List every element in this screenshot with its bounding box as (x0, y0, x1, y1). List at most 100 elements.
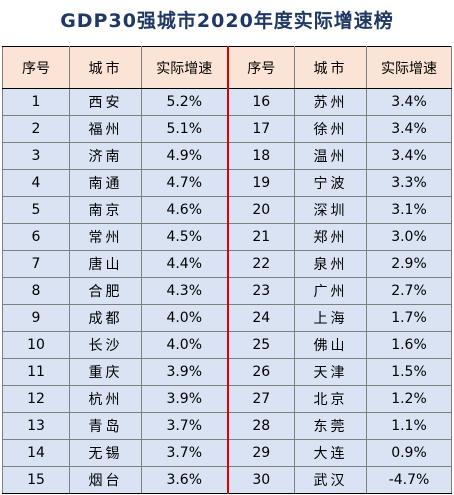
rank-cell: 18 (226, 142, 295, 170)
city-cell: 温州 (294, 142, 367, 170)
growth-cell: 4.0% (141, 304, 228, 332)
table-row: 3 济南 4.9% 18 温州 3.4% (2, 142, 452, 170)
growth-cell: 1.7% (366, 304, 452, 332)
rank-cell: 24 (226, 304, 295, 332)
header-growth: 实际增速 (366, 46, 452, 89)
growth-cell: 1.6% (366, 331, 452, 359)
city-cell: 无锡 (69, 439, 142, 467)
rank-cell: 28 (226, 412, 295, 440)
city-cell: 苏州 (294, 88, 367, 116)
city-cell: 南京 (69, 196, 142, 224)
table-row: 5 南京 4.6% 20 深圳 3.1% (2, 196, 452, 224)
rank-cell: 1 (2, 88, 70, 116)
city-cell: 天津 (294, 358, 367, 386)
growth-cell: 0.9% (366, 439, 452, 467)
city-cell: 泉州 (294, 250, 367, 278)
table-row: 12 杭州 3.9% 27 北京 1.2% (2, 385, 452, 413)
rank-cell: 4 (2, 169, 70, 197)
rank-cell: 11 (2, 358, 70, 386)
city-cell: 佛山 (294, 331, 367, 359)
growth-cell: 2.7% (366, 277, 452, 305)
city-cell: 深圳 (294, 196, 367, 224)
header-rank: 序号 (226, 46, 295, 89)
growth-cell: 3.1% (366, 196, 452, 224)
table-header-row: 序号 城市 实际增速 序号 城市 实际增速 (2, 46, 452, 89)
rank-cell: 26 (226, 358, 295, 386)
header-rank: 序号 (2, 46, 70, 89)
table-row: 13 青岛 3.7% 28 东莞 1.1% (2, 412, 452, 440)
growth-cell: 3.4% (366, 142, 452, 170)
city-cell: 西安 (69, 88, 142, 116)
header-city: 城市 (294, 46, 367, 89)
table-row: 1 西安 5.2% 16 苏州 3.4% (2, 88, 452, 116)
rank-cell: 17 (226, 115, 295, 143)
rank-cell: 29 (226, 439, 295, 467)
table-row: 9 成都 4.0% 24 上海 1.7% (2, 304, 452, 332)
growth-cell: -4.7% (366, 466, 452, 494)
growth-cell: 4.6% (141, 196, 228, 224)
table-row: 10 长沙 4.0% 25 佛山 1.6% (2, 331, 452, 359)
table-row: 15 烟台 3.6% 30 武汉 -4.7% (2, 466, 452, 494)
city-cell: 大连 (294, 439, 367, 467)
growth-cell: 4.3% (141, 277, 228, 305)
growth-cell: 4.5% (141, 223, 228, 251)
rank-cell: 25 (226, 331, 295, 359)
city-cell: 宁波 (294, 169, 367, 197)
header-growth: 实际增速 (141, 46, 228, 89)
rank-cell: 20 (226, 196, 295, 224)
rank-cell: 16 (226, 88, 295, 116)
growth-cell: 3.7% (141, 439, 228, 467)
header-city: 城市 (69, 46, 142, 89)
growth-cell: 3.9% (141, 358, 228, 386)
city-cell: 福州 (69, 115, 142, 143)
rank-cell: 10 (2, 331, 70, 359)
city-cell: 杭州 (69, 385, 142, 413)
table-row: 2 福州 5.1% 17 徐州 3.4% (2, 115, 452, 143)
table-row: 6 常州 4.5% 21 郑州 3.0% (2, 223, 452, 251)
growth-cell: 3.4% (366, 115, 452, 143)
rank-cell: 23 (226, 277, 295, 305)
growth-cell: 4.7% (141, 169, 228, 197)
rank-cell: 5 (2, 196, 70, 224)
table-row: 4 南通 4.7% 19 宁波 3.3% (2, 169, 452, 197)
growth-cell: 3.4% (366, 88, 452, 116)
rank-cell: 14 (2, 439, 70, 467)
rank-cell: 13 (2, 412, 70, 440)
city-cell: 烟台 (69, 466, 142, 494)
growth-cell: 3.3% (366, 169, 452, 197)
rank-cell: 12 (2, 385, 70, 413)
city-cell: 东莞 (294, 412, 367, 440)
city-cell: 常州 (69, 223, 142, 251)
table-row: 11 重庆 3.9% 26 天津 1.5% (2, 358, 452, 386)
growth-cell: 3.7% (141, 412, 228, 440)
city-cell: 济南 (69, 142, 142, 170)
page-title: GDP30强城市2020年度实际增速榜 (60, 10, 394, 32)
growth-cell: 3.9% (141, 385, 228, 413)
table-row: 8 合肥 4.3% 23 广州 2.7% (2, 277, 452, 305)
city-cell: 上海 (294, 304, 367, 332)
growth-cell: 4.4% (141, 250, 228, 278)
city-cell: 广州 (294, 277, 367, 305)
rank-cell: 15 (2, 466, 70, 494)
rank-cell: 6 (2, 223, 70, 251)
city-cell: 合肥 (69, 277, 142, 305)
city-cell: 唐山 (69, 250, 142, 278)
growth-cell: 3.6% (141, 466, 228, 494)
growth-cell: 3.0% (366, 223, 452, 251)
city-cell: 南通 (69, 169, 142, 197)
growth-cell: 1.5% (366, 358, 452, 386)
city-cell: 重庆 (69, 358, 142, 386)
growth-cell: 4.9% (141, 142, 228, 170)
rank-cell: 7 (2, 250, 70, 278)
city-cell: 青岛 (69, 412, 142, 440)
growth-cell: 2.9% (366, 250, 452, 278)
rank-cell: 22 (226, 250, 295, 278)
growth-cell: 5.2% (141, 88, 228, 116)
rank-cell: 21 (226, 223, 295, 251)
rank-cell: 27 (226, 385, 295, 413)
growth-cell: 5.1% (141, 115, 228, 143)
rank-cell: 19 (226, 169, 295, 197)
growth-cell: 4.0% (141, 331, 228, 359)
growth-cell: 1.1% (366, 412, 452, 440)
growth-ranking-table: 序号 城市 实际增速 序号 城市 实际增速 1 西安 5.2% 16 苏州 3.4% 2 福州… (2, 46, 452, 494)
